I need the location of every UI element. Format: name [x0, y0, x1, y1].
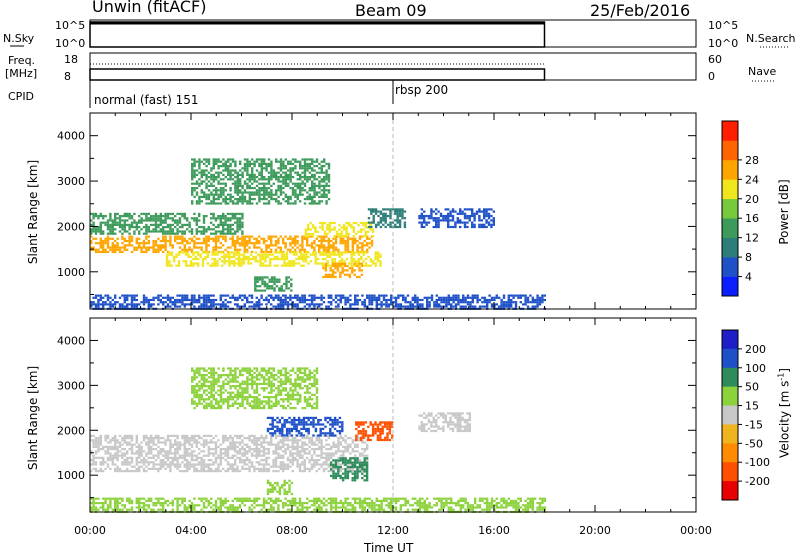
colorbar-1-tick-label: 12: [745, 232, 759, 245]
panel-1-ytick-label: 1000: [57, 266, 85, 279]
colorbar-2-tick-label: 200: [745, 343, 766, 356]
xtick-label: 04:00: [175, 524, 207, 537]
colorbar-2-tick-label: -200: [745, 475, 770, 488]
panel-2-ytick-label: 1000: [57, 469, 85, 482]
xtick-label: 12:00: [377, 524, 409, 537]
panel-2-region-4: [191, 367, 318, 409]
panel-1-ytick-label: 4000: [57, 130, 85, 143]
colorbar-2-segment: [722, 462, 738, 481]
velocity-colorbar-label-sup: -1: [777, 373, 786, 381]
colorbar-2-tick-label: 15: [745, 400, 759, 413]
colorbar-2-segment: [722, 330, 738, 349]
panel-1-region-6: [191, 158, 330, 204]
velocity-colorbar-label-end: ]: [778, 368, 792, 373]
colorbar-2-segment: [722, 387, 738, 406]
colorbar-2-segment: [722, 443, 738, 462]
power-colorbar-label: Power [dB]: [778, 179, 790, 244]
panel-1-region-10: [368, 208, 406, 228]
colorbar-2-tick-label: -15: [745, 418, 763, 431]
panel-2-region-1: [90, 435, 368, 472]
panel-1-region-9: [418, 208, 495, 228]
colorbar-2-tick-label: -50: [745, 437, 763, 450]
freq-strip-frame: [90, 53, 696, 80]
colorbar-2-tick-label: -100: [745, 456, 770, 469]
panel-2-region-3: [267, 480, 293, 495]
panel-1-region-3: [305, 222, 375, 237]
colorbar-1-segment: [722, 199, 738, 219]
panel-2-region-8: [418, 412, 471, 432]
velocity-ylabel: Slant Range [km]: [27, 366, 39, 470]
colorbar-1-segment: [722, 179, 738, 199]
panel-2-region-6: [355, 421, 393, 441]
colorbar-2-tick-label: 100: [745, 362, 766, 375]
colorbar-2-segment: [722, 424, 738, 443]
xtick-label: 20:00: [579, 524, 611, 537]
colorbar-1-segment: [722, 218, 738, 238]
panel-1-region-2: [166, 251, 382, 266]
panel-1-ytick-label: 2000: [57, 220, 85, 233]
colorbar-2-segment: [722, 368, 738, 387]
panel-2-region-5: [267, 417, 344, 437]
panel-1-region-1: [90, 236, 373, 254]
panel-2-region-7: [90, 498, 546, 513]
xaxis-label: Time UT: [364, 542, 413, 554]
colorbar-1-tick-label: 24: [745, 173, 759, 186]
panel-2-ytick-label: 2000: [57, 424, 85, 437]
colorbar-2-tick-label: 50: [745, 381, 759, 394]
panel-2-ytick-label: 3000: [57, 379, 85, 392]
colorbar-1-tick-label: 4: [745, 271, 752, 284]
colorbar-1-segment: [722, 277, 738, 297]
velocity-colorbar-label-main: Velocity [m s: [778, 381, 792, 458]
xtick-label: 00:00: [74, 524, 106, 537]
colorbar-1-tick-label: 8: [745, 251, 752, 264]
panel-1-region-7: [90, 295, 546, 310]
xtick-label: 08:00: [276, 524, 308, 537]
xtick-label: 16:00: [478, 524, 510, 537]
colorbar-1-segment: [722, 238, 738, 258]
nsky-trace: [90, 22, 545, 47]
panel-1-ytick-label: 3000: [57, 175, 85, 188]
colorbar-1-segment: [722, 160, 738, 180]
colorbar-1-tick-label: 28: [745, 154, 759, 167]
colorbar-2-segment: [722, 481, 738, 500]
colorbar-1-segment: [722, 257, 738, 277]
colorbar-1-segment: [722, 121, 738, 141]
power-ylabel: Slant Range [km]: [27, 160, 39, 264]
panel-1-region-8: [254, 276, 292, 291]
panel-1-region-5: [90, 213, 244, 235]
velocity-colorbar-label: Velocity [m s-1]: [778, 368, 791, 458]
colorbar-1-tick-label: 16: [745, 212, 759, 225]
panel-2-ytick-label: 4000: [57, 334, 85, 347]
colorbar-1-tick-label: 20: [745, 193, 759, 206]
colorbar-1-segment: [722, 140, 738, 160]
freq-trace: [90, 69, 545, 80]
xtick-label: 00:00: [680, 524, 712, 537]
colorbar-2-segment: [722, 406, 738, 425]
colorbar-2-segment: [722, 349, 738, 368]
